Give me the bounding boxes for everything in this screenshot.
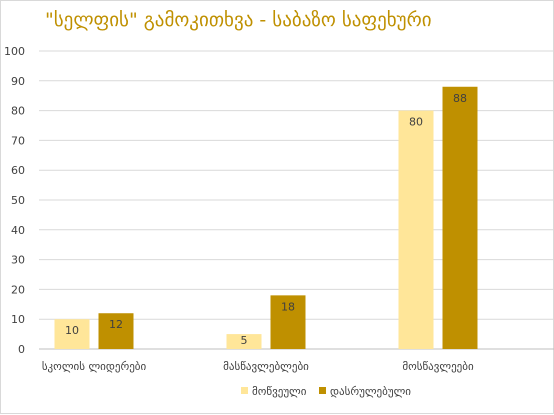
y-tick-label: 40	[11, 224, 25, 237]
y-tick-label: 70	[11, 134, 25, 147]
y-tick-label: 10	[11, 313, 25, 326]
category-label: სკოლის ლიდერები	[42, 360, 147, 373]
chart-title: "სელფის" გამოკითხვა - საბაზო საფეხური	[45, 9, 432, 31]
data-label: 18	[281, 300, 295, 313]
data-label: 10	[65, 324, 79, 337]
y-tick-label: 60	[11, 164, 25, 177]
y-tick-label: 0	[18, 343, 25, 356]
data-label: 5	[241, 334, 248, 347]
category-label: მასწავლებლები	[223, 360, 309, 373]
legend-label: მოწვეული	[252, 385, 307, 398]
y-tick-label: 90	[11, 75, 25, 88]
bar	[54, 319, 90, 349]
y-tick-label: 20	[11, 283, 25, 296]
data-label: 12	[109, 318, 123, 331]
legend-swatch	[241, 387, 248, 394]
y-tick-label: 80	[11, 105, 25, 118]
data-label: 88	[453, 92, 467, 105]
y-tick-label: 30	[11, 254, 25, 267]
bar	[398, 110, 434, 349]
bar	[226, 334, 262, 349]
category-label: მოსწავლეები	[402, 360, 474, 373]
legend-label: დასრულებული	[330, 385, 411, 398]
y-tick-label: 50	[11, 194, 25, 207]
bar	[98, 313, 134, 349]
legend-swatch	[319, 387, 326, 394]
data-label: 80	[409, 116, 423, 129]
bar	[442, 86, 478, 349]
bar	[270, 295, 306, 349]
y-tick-label: 100	[4, 45, 25, 58]
